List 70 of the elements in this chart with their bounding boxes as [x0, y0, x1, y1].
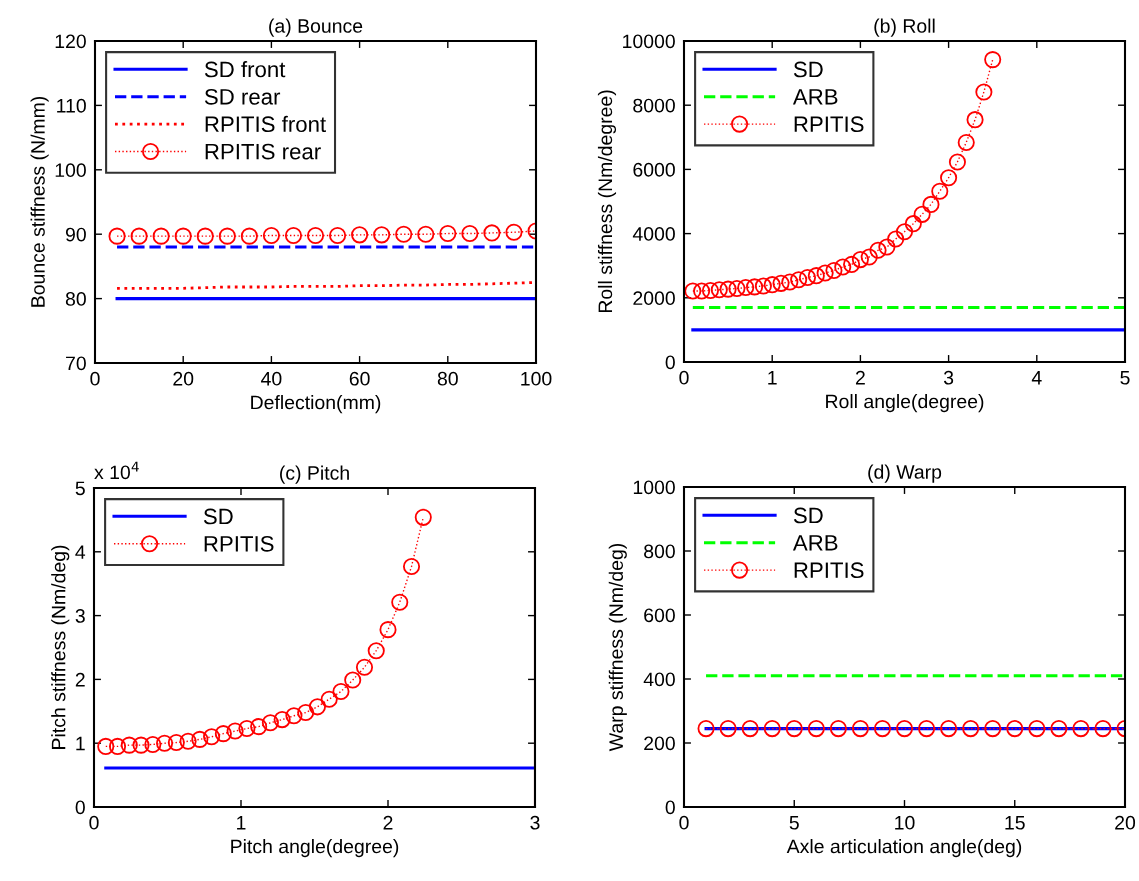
legend-label: SD	[203, 508, 233, 525]
y-tick-label: 3	[75, 609, 85, 623]
y-tick-label: 1000	[633, 480, 675, 495]
y-tick-label: 110	[57, 98, 86, 113]
x-tick-label: 1	[768, 371, 777, 385]
y-tick-label: 4	[75, 545, 86, 559]
y-tick-label: 600	[644, 608, 675, 623]
y-tick-label: 2000	[633, 291, 675, 306]
legend-label: SD	[793, 507, 823, 524]
y-tick-label: 0	[665, 355, 675, 370]
x-tick-label: 100	[521, 371, 552, 386]
legend-label: SD rear	[204, 88, 281, 105]
legend-label: RPITIS	[204, 535, 274, 552]
x-tick-label: 4	[1031, 371, 1042, 385]
y-tick-label: 200	[644, 736, 675, 751]
chart-title: (c) Pitch	[280, 465, 349, 484]
x-axis-title: Axle articulation angle(deg)	[786, 839, 1022, 858]
x-tick-label: 2	[383, 815, 393, 830]
y-axis-title: Roll stiffness (Nm/degree)	[597, 90, 617, 313]
y-tick-label: 6000	[633, 162, 675, 177]
y-tick-label: 0	[665, 800, 675, 815]
y-tick-label: 5	[75, 481, 85, 496]
legend-label: RPITIS	[794, 116, 864, 133]
legend-label: SD	[793, 61, 823, 78]
x-tick-label: 0	[90, 371, 100, 386]
x-axis-title: Deflection(mm)	[251, 395, 381, 414]
x-tick-label: 15	[1005, 816, 1025, 830]
x-tick-label: 20	[1115, 815, 1136, 830]
x-tick-label: 0	[89, 815, 99, 830]
y-axis-title: Pitch stiffness (Nm/deg)	[51, 545, 70, 749]
x-tick-label: 20	[173, 371, 194, 386]
y-tick-label: 90	[65, 227, 86, 242]
x-tick-label: 2	[855, 370, 865, 385]
legend-label: RPITIS front	[205, 115, 326, 133]
text: x 10$^{4}$	[94, 461, 139, 480]
y-tick-label: 800	[644, 544, 675, 559]
y-axis-title: Bounce stiffness (N/mm)	[30, 96, 49, 307]
legend-label: RPITIS	[794, 562, 864, 579]
y-axis-title: Warp stiffness (Nm/deg)	[608, 543, 627, 752]
x-tick-label: 3	[943, 370, 954, 385]
x-tick-label: 10	[895, 815, 915, 830]
x-tick-label: 0	[679, 815, 689, 830]
y-tick-label: 100	[55, 163, 86, 178]
y-tick-label: 0	[75, 800, 85, 815]
y-tick-label: 10000	[623, 34, 675, 49]
x-tick-label: 60	[349, 371, 370, 386]
x-tick-label: 40	[261, 371, 282, 386]
x-axis-title: Pitch angle(degree)	[231, 839, 399, 858]
legend-label: ARB	[792, 535, 838, 551]
y-tick-label: 8000	[633, 98, 675, 113]
y-tick-label: 4000	[632, 227, 675, 241]
legend-label: ARB	[792, 89, 838, 105]
legend-label: SD front	[204, 61, 286, 78]
chart-title: (a) Bounce	[269, 18, 363, 37]
chart-title: (d) Warp	[868, 464, 942, 483]
y-tick-label: 120	[55, 34, 86, 49]
x-tick-label: 1	[237, 816, 246, 830]
y-tick-label: 80	[65, 292, 86, 306]
x-tick-label: 3	[530, 815, 540, 830]
y-tick-label: 70	[66, 356, 86, 371]
x-tick-label: 5	[1120, 371, 1130, 385]
x-axis-title: Roll angle(degree)	[826, 394, 984, 413]
y-tick-label: 400	[643, 672, 675, 687]
y-tick-label: 1	[76, 736, 85, 751]
y-tick-label: 2	[75, 672, 85, 687]
legend-label: RPITIS rear	[205, 143, 321, 160]
x-tick-label: 5	[789, 816, 799, 830]
x-tick-label: 0	[679, 370, 689, 385]
x-tick-label: 80	[437, 371, 458, 386]
chart-title: (b) Roll	[874, 18, 935, 37]
